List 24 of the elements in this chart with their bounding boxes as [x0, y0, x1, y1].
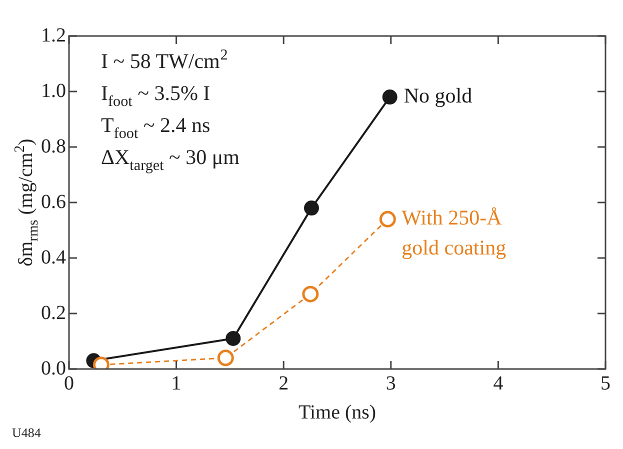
x-tick-label: 2 [278, 372, 289, 394]
y-tick-label: 0.2 [41, 302, 66, 324]
y-tick-label: 1.2 [41, 24, 66, 46]
y-tick-label: 0.6 [41, 190, 66, 213]
x-axis-title: Time (ns) [298, 401, 376, 424]
y-tick-label: 1.0 [41, 80, 66, 102]
point [382, 90, 398, 105]
y-axis-title: δmrms (mg/cm2) [12, 138, 42, 266]
series-label: With 250-Å gold coating [402, 206, 507, 260]
y-tick-label: 0.0 [41, 357, 66, 380]
point [217, 350, 234, 366]
x-tick-label: 5 [600, 372, 610, 394]
y-tick-label: 0.4 [41, 246, 66, 268]
x-tick-label: 3 [386, 372, 396, 394]
point [302, 286, 319, 302]
x-tick-label: 4 [493, 372, 504, 394]
series-label: No gold [404, 84, 473, 108]
text: U484 [12, 425, 42, 440]
point [379, 210, 396, 228]
y-tick-label: 0.8 [41, 135, 66, 158]
x-tick-label: 1 [171, 372, 182, 394]
point [226, 330, 241, 346]
point [304, 200, 319, 216]
x-tick-label: 0 [64, 372, 74, 394]
